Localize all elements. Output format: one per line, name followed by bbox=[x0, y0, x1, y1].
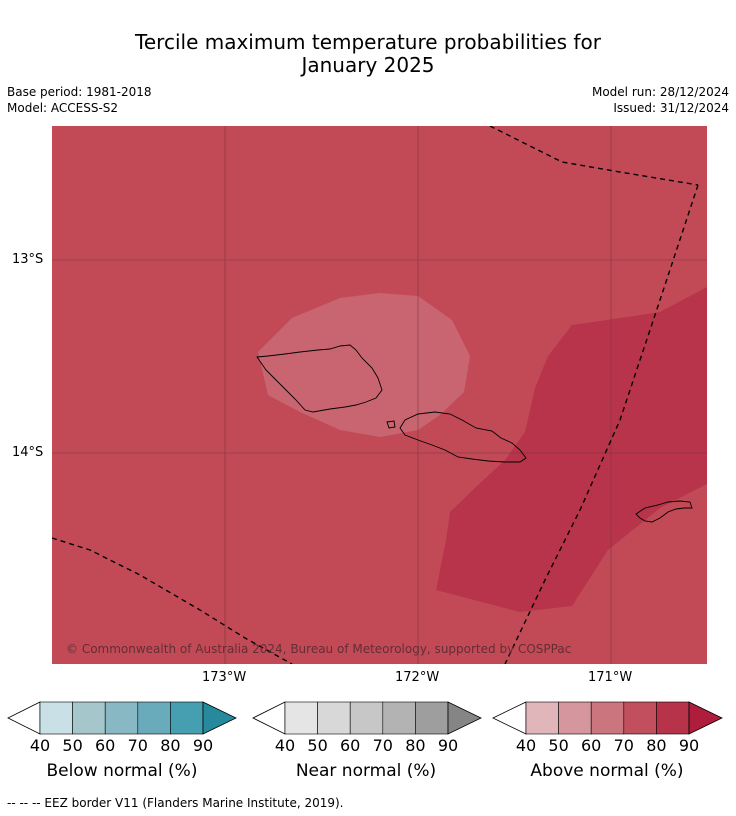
colorbar-1-segment-4 bbox=[415, 701, 449, 735]
eez-footnote: -- -- -- EEZ border V11 (Flanders Marine… bbox=[7, 796, 344, 810]
colorbar-0-upper-triangle bbox=[202, 701, 237, 735]
colorbar-1-tick-70: 70 bbox=[372, 736, 393, 755]
colorbar-1-tick-50: 50 bbox=[307, 736, 328, 755]
colorbar-0-segment-0 bbox=[39, 701, 73, 735]
eez-borders bbox=[52, 126, 699, 664]
colorbar-2-tick-80: 80 bbox=[646, 736, 667, 755]
colorbar-0-segment-4 bbox=[170, 701, 204, 735]
colorbar-2-lower-triangle bbox=[492, 701, 527, 735]
chart-title: Tercile maximum temperature probabilitie… bbox=[0, 31, 736, 77]
colorbar-1-lower-triangle bbox=[252, 701, 286, 735]
map-copyright: © Commonwealth of Australia 2024, Bureau… bbox=[66, 642, 571, 656]
colorbar-2-segment-4 bbox=[656, 701, 690, 735]
upolu-island-outline bbox=[399, 411, 527, 463]
colorbar-0-segment-2 bbox=[104, 701, 139, 735]
colorbars-group bbox=[7, 701, 723, 735]
colorbar-2-segment-3 bbox=[623, 701, 657, 735]
savaii-island-outline bbox=[256, 344, 383, 413]
metadata-left: Base period: 1981-2018 Model: ACCESS-S2 bbox=[7, 84, 152, 116]
manono-islet-outline bbox=[386, 420, 396, 429]
model-run-text: Model run: 28/12/2024 bbox=[591, 85, 729, 99]
lon-label-172w: 172°W bbox=[395, 670, 440, 685]
model-text: Model: ACCESS-S2 bbox=[7, 101, 119, 115]
title-line-2: January 2025 bbox=[301, 53, 435, 77]
colorbar-1-tick-60: 60 bbox=[340, 736, 361, 755]
graticule bbox=[52, 126, 707, 664]
colorbar-2-segment-0 bbox=[525, 701, 559, 735]
colorbar-2-tick-70: 70 bbox=[613, 736, 634, 755]
region-above-80-90 bbox=[436, 287, 707, 612]
colorbar-0-tick-60: 60 bbox=[95, 736, 116, 755]
colorbar-2-segment-1 bbox=[558, 701, 592, 735]
colorbar-1-segment-0 bbox=[284, 701, 318, 735]
lon-label-171w: 171°W bbox=[588, 670, 633, 685]
colorbar-0-tick-70: 70 bbox=[127, 736, 148, 755]
colorbar-0-segment-1 bbox=[72, 701, 106, 735]
colorbar-2-tick-50: 50 bbox=[548, 736, 569, 755]
colorbar-0-tick-90: 90 bbox=[192, 736, 214, 755]
colorbar-2-tick-40: 40 bbox=[515, 736, 537, 755]
colorbar-1-tick-40: 40 bbox=[274, 736, 296, 755]
colorbar-0-tick-50: 50 bbox=[62, 736, 83, 755]
metadata-right: Model run: 28/12/2024 Issued: 31/12/2024 bbox=[592, 84, 729, 116]
base-period-text: Base period: 1981-2018 bbox=[7, 85, 152, 99]
colorbar-2-tick-90: 90 bbox=[678, 736, 700, 755]
colorbar-above-label: Above normal (%) bbox=[530, 761, 684, 781]
colorbar-2-upper-triangle bbox=[688, 701, 723, 735]
title-line-1: Tercile maximum temperature probabilitie… bbox=[135, 30, 601, 54]
colorbar-2-tick-60: 60 bbox=[581, 736, 602, 755]
colorbar-below-label: Below normal (%) bbox=[46, 761, 198, 781]
region-above-60-70 bbox=[258, 293, 470, 437]
tutuila-island-outline bbox=[635, 500, 693, 523]
colorbar-0-tick-80: 80 bbox=[160, 736, 181, 755]
issued-text: Issued: 31/12/2024 bbox=[613, 101, 729, 115]
colorbar-1-upper-triangle bbox=[447, 701, 482, 735]
colorbar-1-segment-1 bbox=[317, 701, 351, 735]
colorbar-near-label: Near normal (%) bbox=[295, 761, 437, 781]
colorbar-1-tick-90: 90 bbox=[437, 736, 459, 755]
lat-label-13s: 13°S bbox=[12, 252, 44, 267]
lat-label-14s: 14°S bbox=[12, 445, 44, 460]
colorbar-1-tick-80: 80 bbox=[405, 736, 426, 755]
colorbar-1-segment-3 bbox=[382, 701, 416, 735]
colorbar-2-segment-2 bbox=[590, 701, 625, 735]
lon-label-173w: 173°W bbox=[202, 670, 247, 685]
colorbar-0-lower-triangle bbox=[7, 701, 41, 735]
colorbar-0-tick-40: 40 bbox=[29, 736, 51, 755]
colorbar-0-segment-3 bbox=[137, 701, 171, 735]
colorbar-1-segment-2 bbox=[349, 701, 384, 735]
